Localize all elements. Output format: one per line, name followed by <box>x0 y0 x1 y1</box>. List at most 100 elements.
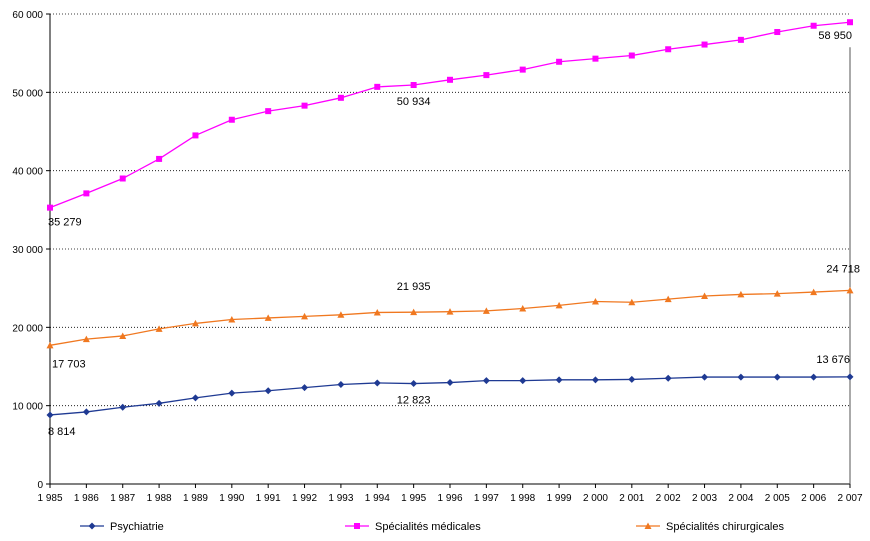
data-point-psychiatrie <box>773 373 781 381</box>
data-point-specialites-chirurgicales <box>155 325 163 332</box>
data-point-specialites-medicales <box>810 22 817 29</box>
x-tick-label: 1 996 <box>437 493 462 504</box>
x-tick-label: 2 001 <box>619 493 644 504</box>
x-tick-label: 1 990 <box>219 493 244 504</box>
y-tick-label: 10 000 <box>12 402 43 413</box>
y-tick-label: 0 <box>37 480 43 491</box>
data-point-psychiatrie <box>555 376 563 384</box>
data-label-specialites-chirurgicales: 24 718 <box>826 263 860 275</box>
data-point-specialites-medicales <box>556 58 563 65</box>
series-line-specialites-chirurgicales <box>49 289 851 346</box>
data-point-psychiatrie <box>701 373 709 381</box>
gridlines <box>50 13 850 407</box>
data-point-specialites-medicales <box>228 116 235 123</box>
y-tick-label: 40 000 <box>12 167 43 178</box>
data-point-psychiatrie <box>228 389 236 397</box>
x-tick-label: 2 007 <box>837 493 862 504</box>
data-point-specialites-chirurgicales <box>701 292 709 299</box>
data-label-specialites-medicales: 58 950 <box>818 30 852 42</box>
legend-label-specialites-chirurgicales: Spécialités chirurgicales <box>666 521 784 533</box>
data-point-psychiatrie <box>810 373 818 381</box>
data-point-specialites-medicales <box>83 190 90 197</box>
legend-label-psychiatrie: Psychiatrie <box>110 521 164 533</box>
data-point-specialites-medicales <box>119 175 126 182</box>
data-point-psychiatrie <box>591 376 599 384</box>
data-label-psychiatrie: 8 814 <box>48 426 76 438</box>
data-point-specialites-medicales <box>410 82 417 89</box>
x-tick-label: 1 987 <box>110 493 135 504</box>
data-point-psychiatrie <box>82 408 90 416</box>
data-point-specialites-chirurgicales <box>446 308 454 315</box>
y-tick-label: 30 000 <box>12 245 43 256</box>
data-labels: 8 814 12 823 13 676 35 279 50 934 58 950 17 70… <box>48 30 860 438</box>
data-point-psychiatrie <box>664 374 672 382</box>
y-tick-label: 20 000 <box>12 323 43 334</box>
x-tick-label: 1 998 <box>510 493 535 504</box>
data-label-specialites-medicales: 50 934 <box>397 96 431 108</box>
data-point-specialites-medicales <box>301 102 308 109</box>
x-tick-label: 1 992 <box>292 493 317 504</box>
legend: Psychiatrie Spécialités médicales Spéciali… <box>80 521 784 533</box>
x-tick-label: 2 000 <box>583 493 608 504</box>
data-point-psychiatrie <box>446 379 454 387</box>
data-point-psychiatrie <box>119 403 127 411</box>
y-axis-ticks: 0 10 000 20 000 30 000 40 000 50 000 60 000 <box>12 10 50 491</box>
data-point-specialites-medicales <box>192 132 199 139</box>
data-point-specialites-chirurgicales <box>228 316 236 323</box>
x-tick-label: 1 999 <box>547 493 572 504</box>
data-point-specialites-chirurgicales <box>628 298 636 306</box>
legend-marker-specialites-medicales <box>354 523 360 529</box>
x-tick-label: 1 989 <box>183 493 208 504</box>
data-point-specialites-chirurgicales <box>519 305 527 312</box>
data-point-psychiatrie <box>519 377 527 385</box>
x-tick-label: 1 995 <box>401 493 426 504</box>
data-point-specialites-medicales <box>737 36 744 43</box>
data-point-specialites-chirurgicales <box>773 290 781 297</box>
data-point-psychiatrie <box>337 381 345 389</box>
data-point-specialites-medicales <box>374 83 381 90</box>
data-point-specialites-medicales <box>47 204 53 211</box>
legend-label-specialites-medicales: Spécialités médicales <box>375 521 481 533</box>
data-point-specialites-chirurgicales <box>373 308 381 316</box>
data-point-psychiatrie <box>628 375 636 383</box>
data-point-psychiatrie <box>191 394 199 402</box>
legend-marker-psychiatrie <box>88 522 96 530</box>
data-point-specialites-chirurgicales <box>301 312 309 320</box>
data-point-specialites-chirurgicales <box>119 332 127 339</box>
data-point-specialites-chirurgicales <box>264 314 272 321</box>
data-label-specialites-chirurgicales: 17 703 <box>52 358 86 370</box>
data-point-specialites-medicales <box>774 29 781 36</box>
data-point-specialites-chirurgicales <box>82 335 90 343</box>
data-point-specialites-chirurgicales <box>46 341 54 349</box>
data-point-specialites-chirurgicales <box>846 286 854 294</box>
data-point-specialites-chirurgicales <box>737 290 745 298</box>
data-label-specialites-medicales: 35 279 <box>48 217 82 229</box>
x-tick-label: 2 002 <box>656 493 681 504</box>
data-point-psychiatrie <box>373 379 381 387</box>
data-point-specialites-medicales <box>628 52 635 59</box>
series-line-specialites-medicales <box>49 21 851 209</box>
x-tick-label: 1 994 <box>365 493 390 504</box>
data-point-specialites-chirurgicales <box>337 311 345 318</box>
data-point-specialites-medicales <box>483 72 490 79</box>
data-point-specialites-chirurgicales <box>191 319 199 327</box>
data-point-specialites-medicales <box>701 41 708 48</box>
x-tick-label: 1 997 <box>474 493 499 504</box>
x-tick-label: 1 985 <box>37 493 62 504</box>
x-tick-label: 2 006 <box>801 493 826 504</box>
data-point-psychiatrie <box>737 373 745 381</box>
data-label-psychiatrie: 12 823 <box>397 395 431 407</box>
data-point-specialites-chirurgicales <box>410 308 418 316</box>
y-tick-label: 50 000 <box>12 88 43 99</box>
series-lines <box>46 19 854 419</box>
data-point-specialites-medicales <box>156 155 163 162</box>
data-point-psychiatrie <box>301 384 309 392</box>
data-label-psychiatrie: 13 676 <box>816 354 850 366</box>
data-point-specialites-chirurgicales <box>482 307 490 314</box>
legend-marker-specialites-chirurgicales <box>644 522 652 529</box>
data-point-specialites-medicales <box>592 55 599 62</box>
data-point-specialites-medicales <box>265 108 272 115</box>
data-point-psychiatrie <box>482 377 490 385</box>
x-tick-label: 2 005 <box>765 493 790 504</box>
x-tick-label: 1 991 <box>256 493 281 504</box>
